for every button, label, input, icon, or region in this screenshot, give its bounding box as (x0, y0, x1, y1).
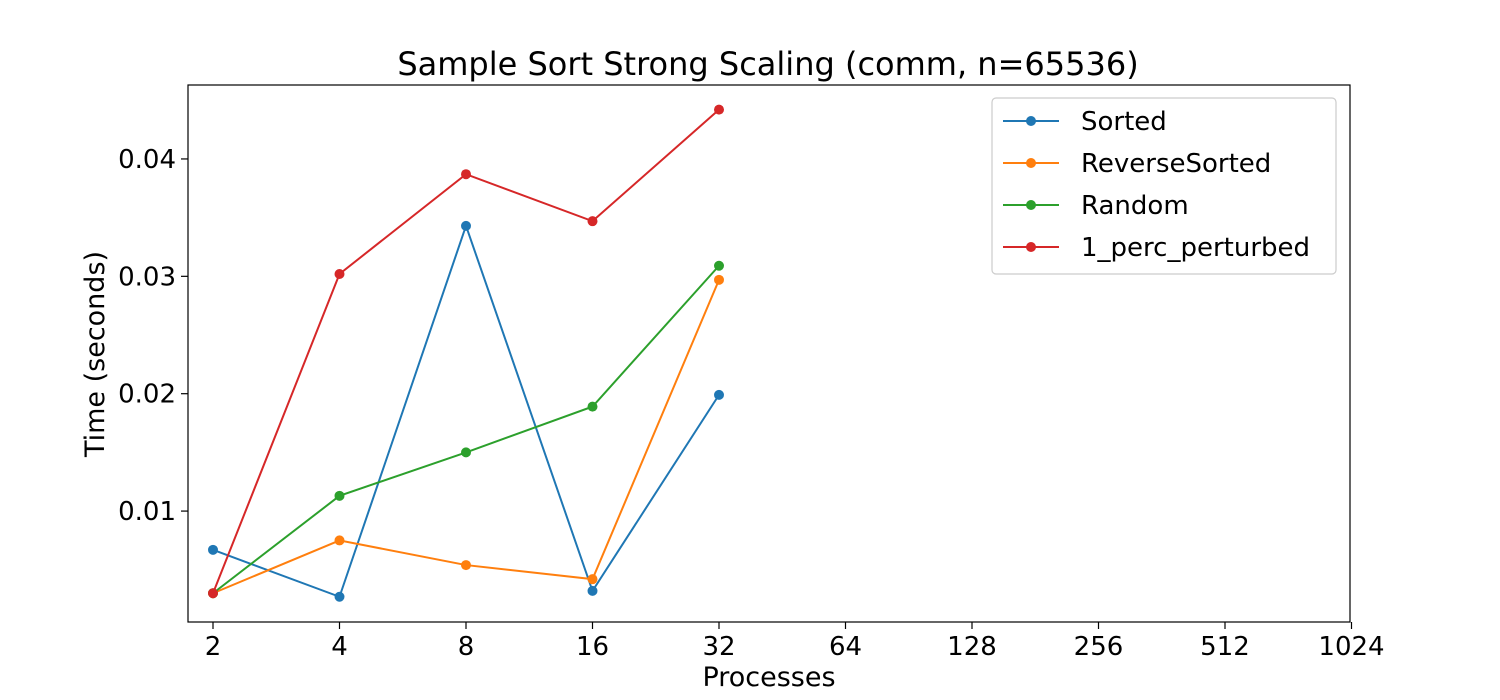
data-point (461, 560, 471, 571)
series-line (212, 265, 720, 595)
x-tick-label: 8 (458, 632, 475, 662)
legend-label: Random (1081, 191, 1189, 221)
y-tick-label: 0.04 (118, 145, 176, 175)
x-axis-label: Processes (702, 662, 835, 693)
x-tick-label: 16 (576, 632, 609, 662)
x-tick-label: 1024 (1318, 632, 1384, 662)
data-point (461, 169, 471, 180)
axes-frame (187, 84, 1351, 623)
data-point (714, 389, 724, 400)
chart-title: Sample Sort Strong Scaling (comm, n=6553… (397, 45, 1138, 83)
data-point (334, 268, 345, 279)
x-tick-label: 512 (1200, 632, 1250, 662)
data-point (461, 447, 471, 458)
x-tick-label: 128 (947, 632, 997, 662)
legend-marker (1026, 116, 1036, 126)
legend-marker (1026, 200, 1036, 210)
legend-label: 1_perc_perturbed (1081, 233, 1310, 263)
data-point (587, 401, 598, 412)
data-point (714, 104, 724, 115)
y-tick-label: 0.02 (118, 380, 176, 410)
x-axis: 2 4 8 16 32 64 128 256 512 1024 (205, 622, 1385, 662)
data-point (208, 588, 218, 599)
data-point (334, 591, 345, 602)
x-tick-label: 2 (205, 632, 222, 662)
data-point (461, 220, 471, 231)
data-point (334, 490, 345, 501)
data-point (714, 274, 724, 285)
data-point (334, 535, 345, 546)
legend-box (991, 97, 1337, 275)
data-point (208, 544, 218, 555)
x-tick-label: 256 (1074, 632, 1124, 662)
plot-area (208, 104, 724, 602)
data-point (587, 216, 598, 227)
series-line (212, 279, 720, 595)
y-tick-label: 0.01 (118, 497, 176, 527)
series-line (212, 222, 720, 599)
x-tick-label: 4 (331, 632, 348, 662)
legend: Sorted ReverseSorted Random 1_perc_perturbe… (991, 97, 1337, 275)
data-point (587, 574, 598, 585)
legend-label: ReverseSorted (1081, 149, 1271, 179)
legend-marker (1026, 242, 1036, 252)
y-tick-label: 0.03 (118, 262, 176, 292)
y-axis-label: Time (seconds) (80, 251, 111, 458)
legend-label: Sorted (1081, 107, 1167, 137)
x-tick-label: 32 (702, 632, 735, 662)
x-tick-label: 64 (829, 632, 862, 662)
y-axis: 0.01 0.02 0.03 0.04 (118, 145, 188, 527)
data-point (714, 260, 724, 271)
data-point (587, 585, 598, 596)
legend-marker (1026, 158, 1036, 168)
